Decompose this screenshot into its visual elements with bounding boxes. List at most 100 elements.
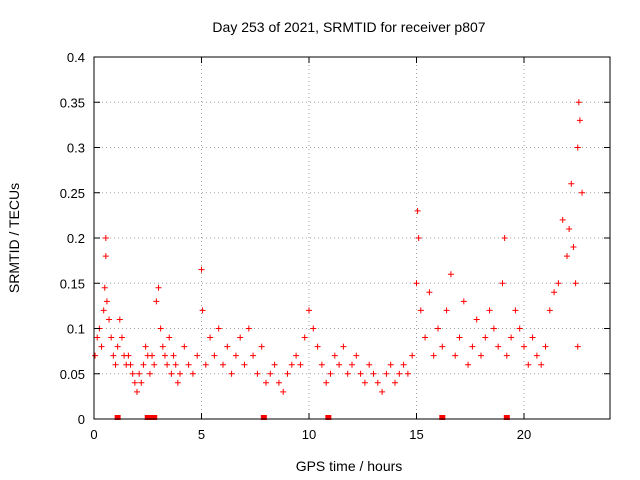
data-point xyxy=(129,370,136,377)
data-point xyxy=(258,343,265,350)
data-point xyxy=(153,298,160,305)
data-point xyxy=(331,352,338,359)
data-point xyxy=(181,343,188,350)
data-point xyxy=(542,343,549,350)
data-point xyxy=(142,343,149,350)
data-point xyxy=(574,144,581,151)
y-tick-label: 0 xyxy=(78,412,85,427)
data-point xyxy=(559,216,566,223)
data-point xyxy=(409,352,416,359)
data-point xyxy=(98,343,105,350)
data-point xyxy=(106,316,113,323)
data-point xyxy=(271,361,278,368)
data-point xyxy=(194,352,201,359)
data-point xyxy=(112,361,119,368)
data-point xyxy=(177,370,183,377)
data-point xyxy=(314,343,321,350)
data-point xyxy=(575,99,582,106)
data-point xyxy=(146,370,153,377)
data-point xyxy=(155,284,162,291)
data-point xyxy=(301,334,308,341)
data-point xyxy=(166,334,173,341)
data-point xyxy=(486,307,493,314)
data-point xyxy=(164,361,171,368)
gap-markers xyxy=(114,415,510,420)
data-point xyxy=(525,361,532,368)
data-point xyxy=(555,280,562,287)
y-tick-label: 0.4 xyxy=(67,50,85,65)
data-point xyxy=(149,352,156,359)
data-point xyxy=(383,370,390,377)
data-point xyxy=(564,253,570,260)
data-point xyxy=(443,307,450,314)
gap-marker xyxy=(439,415,446,420)
data-point xyxy=(102,235,109,241)
data-point xyxy=(116,316,123,323)
data-point xyxy=(499,280,506,287)
data-point xyxy=(473,316,480,323)
x-tick-label: 0 xyxy=(90,427,97,442)
data-point xyxy=(546,307,553,314)
y-tick-label: 0.25 xyxy=(60,186,85,201)
data-point xyxy=(94,334,101,341)
data-point xyxy=(574,343,581,350)
gap-marker xyxy=(503,415,510,420)
data-point xyxy=(310,325,317,332)
data-point xyxy=(521,343,527,350)
data-point xyxy=(254,370,261,377)
data-point xyxy=(280,388,287,395)
data-point xyxy=(151,361,158,368)
data-point xyxy=(327,370,334,377)
data-point xyxy=(435,325,441,332)
data-point xyxy=(400,361,407,368)
data-point xyxy=(323,379,330,386)
data-point xyxy=(336,361,343,368)
data-point xyxy=(293,352,300,359)
data-point xyxy=(134,388,140,395)
data-point xyxy=(413,280,420,287)
data-point xyxy=(512,307,519,314)
data-point xyxy=(357,370,364,377)
data-point xyxy=(245,325,252,332)
data-point xyxy=(344,370,351,377)
gap-marker xyxy=(144,415,151,420)
data-point xyxy=(267,370,274,377)
data-point xyxy=(232,352,239,359)
data-point xyxy=(114,343,121,350)
data-point xyxy=(404,370,411,377)
data-point xyxy=(159,343,166,350)
data-point xyxy=(426,289,433,296)
data-point xyxy=(131,379,138,386)
data-point xyxy=(392,379,398,386)
data-point xyxy=(161,352,168,359)
data-point xyxy=(168,370,175,377)
data-point xyxy=(340,343,347,350)
data-point xyxy=(508,334,515,341)
data-point xyxy=(108,334,115,341)
data-point xyxy=(224,343,231,350)
y-tick-label: 0.05 xyxy=(60,367,85,382)
data-point xyxy=(297,361,304,368)
data-point xyxy=(447,271,454,278)
data-point xyxy=(263,379,269,386)
x-axis-ticks: 0 5 10 15 20 xyxy=(90,57,531,442)
data-point xyxy=(387,361,394,368)
data-point xyxy=(469,343,476,350)
data-point xyxy=(572,280,579,287)
data-point xyxy=(566,225,573,232)
data-point xyxy=(370,370,377,377)
data-point xyxy=(422,334,429,341)
data-point xyxy=(551,289,558,296)
data-point xyxy=(174,379,181,386)
data-point xyxy=(349,361,355,368)
data-point xyxy=(220,361,226,368)
data-point xyxy=(439,343,446,350)
data-point xyxy=(202,361,209,368)
data-point xyxy=(568,180,575,187)
data-point xyxy=(103,298,110,305)
data-point xyxy=(306,307,312,314)
data-point xyxy=(237,334,244,341)
data-point xyxy=(379,388,386,395)
x-tick-label: 5 xyxy=(198,427,205,442)
data-point xyxy=(576,117,583,124)
